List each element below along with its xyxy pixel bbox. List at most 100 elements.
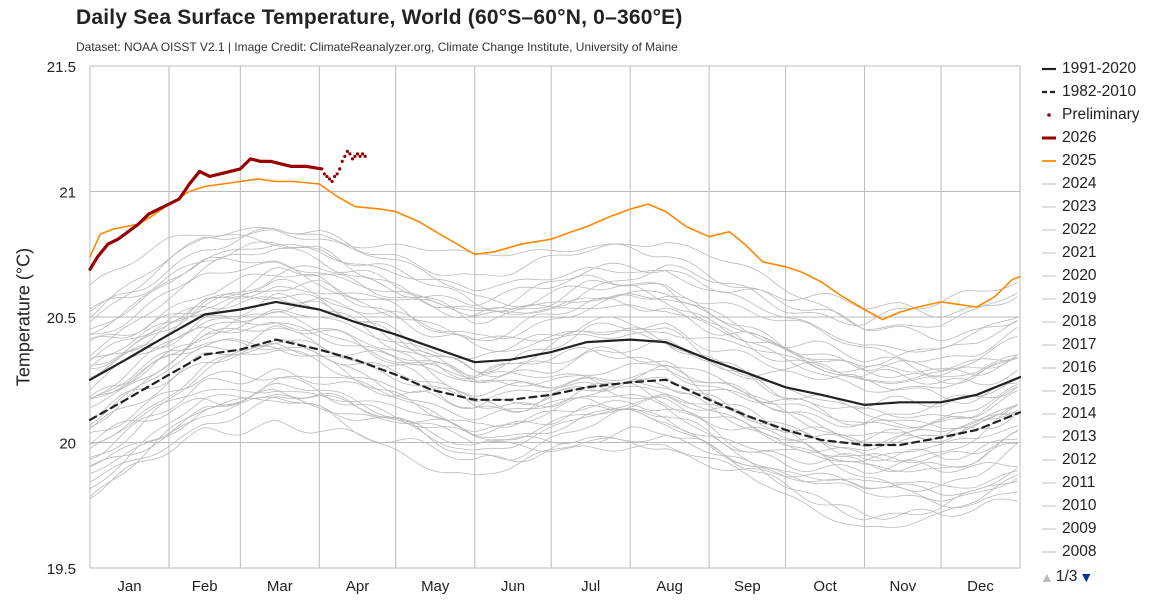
history-year-line <box>89 300 1018 442</box>
x-tick-label: Dec <box>967 578 994 595</box>
legend-label: 2022 <box>1062 220 1097 238</box>
preliminary-point <box>322 172 327 176</box>
legend-label: 2011 <box>1062 473 1096 491</box>
series-1991-2020-line <box>88 300 1022 406</box>
legend-swatch-icon <box>1042 205 1056 208</box>
preliminary-point <box>343 154 347 158</box>
legend-swatch-icon <box>1042 389 1056 392</box>
legend-label: 2015 <box>1062 381 1097 399</box>
legend-page-up-icon[interactable]: ▲ <box>1040 569 1054 585</box>
legend-swatch-icon <box>1042 297 1056 300</box>
legend-item-2026[interactable]: 2026 <box>1040 126 1150 149</box>
history-year-line <box>89 294 1018 372</box>
series-1982-2010-line <box>88 338 1022 447</box>
legend-item-2014[interactable]: 2014 <box>1040 402 1150 425</box>
history-year-line <box>89 292 1018 404</box>
legend-label: 2025 <box>1062 151 1097 169</box>
legend-swatch-icon <box>1042 182 1056 185</box>
legend-item-2017[interactable]: 2017 <box>1040 333 1150 356</box>
legend-swatch-icon <box>1042 366 1056 369</box>
preliminary-point <box>348 152 352 156</box>
history-year-line <box>89 278 1018 419</box>
legend-item-2016[interactable]: 2016 <box>1040 356 1150 379</box>
legend-item-2023[interactable]: 2023 <box>1040 195 1150 218</box>
preliminary-point <box>358 154 362 158</box>
legend-item-2018[interactable]: 2018 <box>1040 310 1150 333</box>
history-year-line <box>89 342 1018 447</box>
history-year-line <box>89 286 1018 384</box>
legend-swatch-icon <box>1042 320 1056 323</box>
history-year-line <box>89 273 1018 377</box>
legend-item-Preliminary[interactable]: Preliminary <box>1040 103 1150 126</box>
legend-item-2013[interactable]: 2013 <box>1040 425 1150 448</box>
legend-label: 2008 <box>1062 542 1097 560</box>
legend-swatch-icon <box>1042 550 1056 553</box>
legend-label: 2023 <box>1062 197 1097 215</box>
preliminary-point <box>345 149 349 153</box>
history-year-line <box>89 345 1018 448</box>
history-year-line <box>89 256 1018 383</box>
preliminary-point <box>338 167 342 171</box>
history-year-line <box>89 321 1018 453</box>
legend-swatch-icon <box>1042 90 1056 93</box>
legend-label: 2020 <box>1062 266 1097 284</box>
x-tick-label: Apr <box>346 578 369 595</box>
legend-swatch-icon <box>1042 274 1056 277</box>
legend-item-2010[interactable]: 2010 <box>1040 494 1150 517</box>
legend-label: 2021 <box>1062 243 1097 261</box>
history-year-line <box>89 311 1018 462</box>
legend-label: 2018 <box>1062 312 1097 330</box>
legend-swatch-icon <box>1042 136 1056 139</box>
series-2026-line <box>88 157 324 271</box>
x-tick-label: May <box>421 578 450 595</box>
y-tick-label: 21.5 <box>47 59 76 76</box>
history-year-line <box>89 261 1018 393</box>
legend-item-2019[interactable]: 2019 <box>1040 287 1150 310</box>
history-year-line <box>89 388 1018 463</box>
legend-swatch-icon <box>1042 343 1056 346</box>
legend-item-2012[interactable]: 2012 <box>1040 448 1150 471</box>
preliminary-point <box>353 154 357 158</box>
legend-label: 1991-2020 <box>1062 59 1137 77</box>
preliminary-point <box>350 157 355 161</box>
y-tick-label: 19.5 <box>47 561 76 578</box>
legend-item-2015[interactable]: 2015 <box>1040 379 1150 402</box>
history-year-line <box>89 397 1018 521</box>
legend-swatch-icon <box>1042 412 1056 415</box>
preliminary-point <box>333 174 337 179</box>
x-tick-label: Jun <box>501 578 525 595</box>
x-tick-label: Jul <box>581 578 600 595</box>
x-tick-label: Nov <box>889 578 916 595</box>
legend-item-2008[interactable]: 2008 <box>1040 540 1150 563</box>
legend-label: 2016 <box>1062 358 1097 376</box>
legend-item-2020[interactable]: 2020 <box>1040 264 1150 287</box>
x-tick-label: Feb <box>192 578 218 595</box>
history-year-line <box>89 317 1018 436</box>
history-year-line <box>89 241 1018 319</box>
legend-swatch-icon <box>1047 112 1051 117</box>
history-year-line <box>89 396 1018 502</box>
legend-item-2011[interactable]: 2011 <box>1040 471 1150 494</box>
legend-page-down-icon[interactable]: ▼ <box>1079 569 1094 585</box>
history-year-line <box>89 419 1018 520</box>
legend-item-2021[interactable]: 2021 <box>1040 241 1150 264</box>
legend-label: 2024 <box>1062 174 1097 192</box>
legend-item-2009[interactable]: 2009 <box>1040 517 1150 540</box>
legend-swatch-icon <box>1042 159 1056 162</box>
legend-label: Preliminary <box>1062 105 1140 123</box>
chart-legend: 1991-2020 1982-2010 Preliminary 2026 2025 202… <box>1040 57 1150 563</box>
legend-item-1991-2020[interactable]: 1991-2020 <box>1040 57 1150 80</box>
legend-item-2022[interactable]: 2022 <box>1040 218 1150 241</box>
history-year-line <box>89 339 1018 428</box>
legend-swatch-icon <box>1042 228 1056 231</box>
legend-item-1982-2010[interactable]: 1982-2010 <box>1040 80 1150 103</box>
legend-swatch-icon <box>1042 67 1056 70</box>
legend-item-2024[interactable]: 2024 <box>1040 172 1150 195</box>
preliminary-point <box>361 152 365 156</box>
legend-swatch-icon <box>1042 527 1056 530</box>
x-tick-label: Mar <box>267 578 293 595</box>
y-tick-label: 21 <box>59 185 76 202</box>
history-year-line <box>89 279 1018 410</box>
legend-item-2025[interactable]: 2025 <box>1040 149 1150 172</box>
